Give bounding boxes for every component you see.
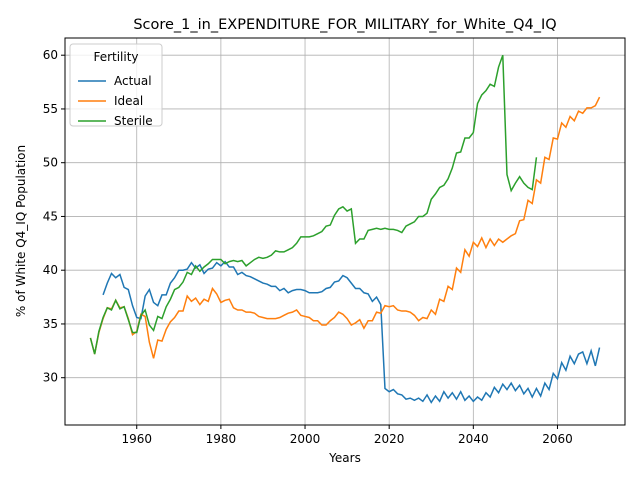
y-tick-label: 50	[43, 156, 58, 170]
legend-label: Sterile	[114, 114, 153, 128]
x-tick-label: 2060	[542, 432, 573, 446]
series-line	[89, 96, 601, 359]
y-tick-label: 60	[43, 48, 58, 62]
x-axis-label: Years	[328, 451, 361, 465]
y-tick-label: 35	[43, 317, 58, 331]
y-tick-label: 45	[43, 209, 58, 223]
y-axis-label: % of White Q4_IQ Population	[14, 145, 28, 317]
x-tick-label: 2040	[458, 432, 489, 446]
y-tick-label: 55	[43, 102, 58, 116]
y-tick-label: 40	[43, 263, 58, 277]
legend-box	[69, 43, 163, 127]
x-tick-label: 1980	[206, 432, 237, 446]
series-line	[102, 260, 601, 404]
chart-title: Score_1_in_EXPENDITURE_FOR_MILITARY_for_…	[133, 17, 556, 33]
series-line	[89, 54, 538, 355]
legend-label: Actual	[114, 74, 152, 88]
x-tick-label: 1960	[121, 432, 152, 446]
legend-title: Fertility	[93, 50, 138, 64]
x-tick-label: 2000	[290, 432, 321, 446]
y-tick-label: 30	[43, 371, 58, 385]
x-tick-label: 2020	[374, 432, 405, 446]
plot-frame	[64, 37, 626, 426]
legend-label: Ideal	[114, 94, 143, 108]
